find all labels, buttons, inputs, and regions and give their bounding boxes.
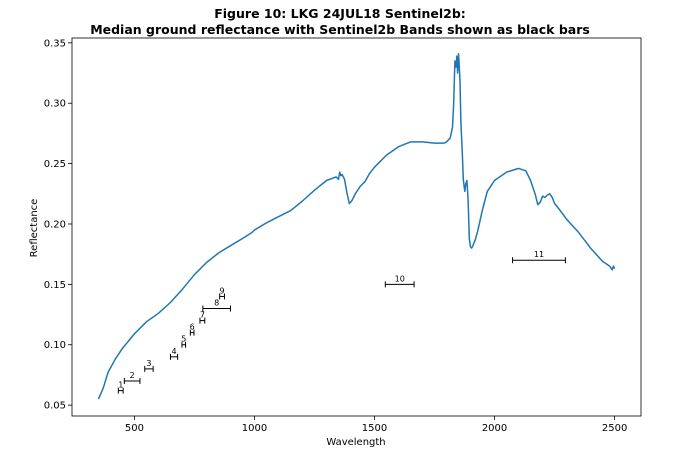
- x-tick-label: 2500: [602, 423, 627, 434]
- band-bar-2: 2: [123, 371, 141, 384]
- band-label: 9: [220, 286, 225, 295]
- reflectance-line: [97, 52, 616, 400]
- band-label: 8: [214, 299, 219, 308]
- y-tick-label: 0.25: [44, 159, 66, 170]
- y-tick-label: 0.15: [44, 280, 66, 291]
- band-bar-6: 6: [190, 323, 195, 336]
- band-bar-8: 8: [202, 299, 231, 312]
- x-axis-label: Wavelength: [326, 437, 385, 448]
- band-label: 7: [200, 311, 205, 320]
- x-tick-label: 1500: [362, 423, 387, 434]
- y-tick-label: 0.05: [44, 401, 66, 412]
- band-bar-3: 3: [144, 359, 154, 372]
- band-label: 4: [171, 347, 176, 356]
- x-tick-label: 500: [125, 423, 144, 434]
- band-bar-5: 5: [181, 335, 186, 348]
- band-label: 2: [130, 371, 135, 380]
- band-bar-1: 1: [117, 381, 124, 394]
- chart-title: Figure 10: LKG 24JUL18 Sentinel2b:: [214, 6, 466, 21]
- band-label: 11: [534, 250, 544, 259]
- x-tick-label: 1000: [242, 423, 267, 434]
- plot-frame: [71, 37, 642, 417]
- y-tick-label: 0.30: [44, 99, 66, 110]
- band-bar-4: 4: [169, 347, 179, 360]
- band-label: 6: [190, 323, 195, 332]
- band-label: 5: [181, 335, 186, 344]
- x-tick-label: 2000: [482, 423, 507, 434]
- band-label: 1: [118, 381, 123, 390]
- band-label: 3: [146, 359, 151, 368]
- band-bar-10: 10: [384, 274, 415, 288]
- y-axis: 0.05 0.10 0.15 0.20 0.25 0.30 0.35: [44, 38, 72, 412]
- band-bar-11: 11: [512, 250, 566, 264]
- band-bar-7: 7: [199, 311, 206, 324]
- x-axis: 500 1000 1500 2000 2500: [125, 416, 627, 434]
- band-bar-9: 9: [219, 286, 225, 300]
- y-tick-label: 0.20: [44, 219, 66, 230]
- band-label: 10: [395, 274, 405, 283]
- y-axis-label: Reflectance: [29, 199, 40, 258]
- chart-subtitle: Median ground reflectance with Sentinel2…: [90, 22, 590, 37]
- y-tick-label: 0.10: [44, 340, 66, 351]
- series-layer: [97, 52, 616, 400]
- y-tick-label: 0.35: [44, 38, 66, 49]
